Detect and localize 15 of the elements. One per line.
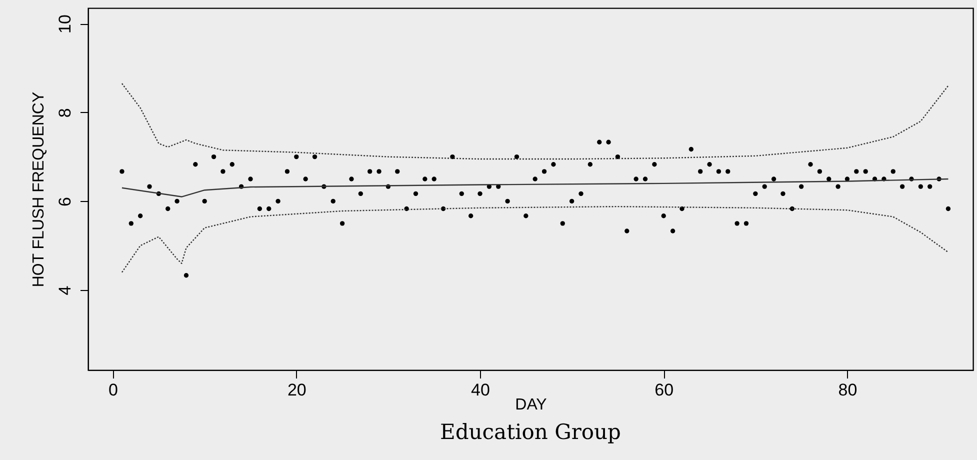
y-tick-label: 4: [56, 286, 74, 296]
line-series: [121, 206, 949, 273]
line-series: [121, 178, 949, 198]
text: Education Group: [440, 420, 622, 444]
x-tick-label: 80: [838, 380, 858, 400]
x-axis-title: DAY: [515, 396, 548, 414]
x-tick-label: 20: [287, 380, 306, 400]
line-series: [121, 82, 949, 160]
x-tick-label: 40: [471, 380, 490, 400]
x-tick-label: 60: [654, 380, 674, 400]
y-tick-label: 6: [56, 196, 74, 206]
y-axis-title: HOT FLUSH FREQUENCY: [30, 92, 48, 288]
x-tick-label: 0: [108, 380, 118, 400]
y-tick-label: 8: [56, 108, 74, 118]
y-tick-label: 10: [56, 14, 74, 34]
